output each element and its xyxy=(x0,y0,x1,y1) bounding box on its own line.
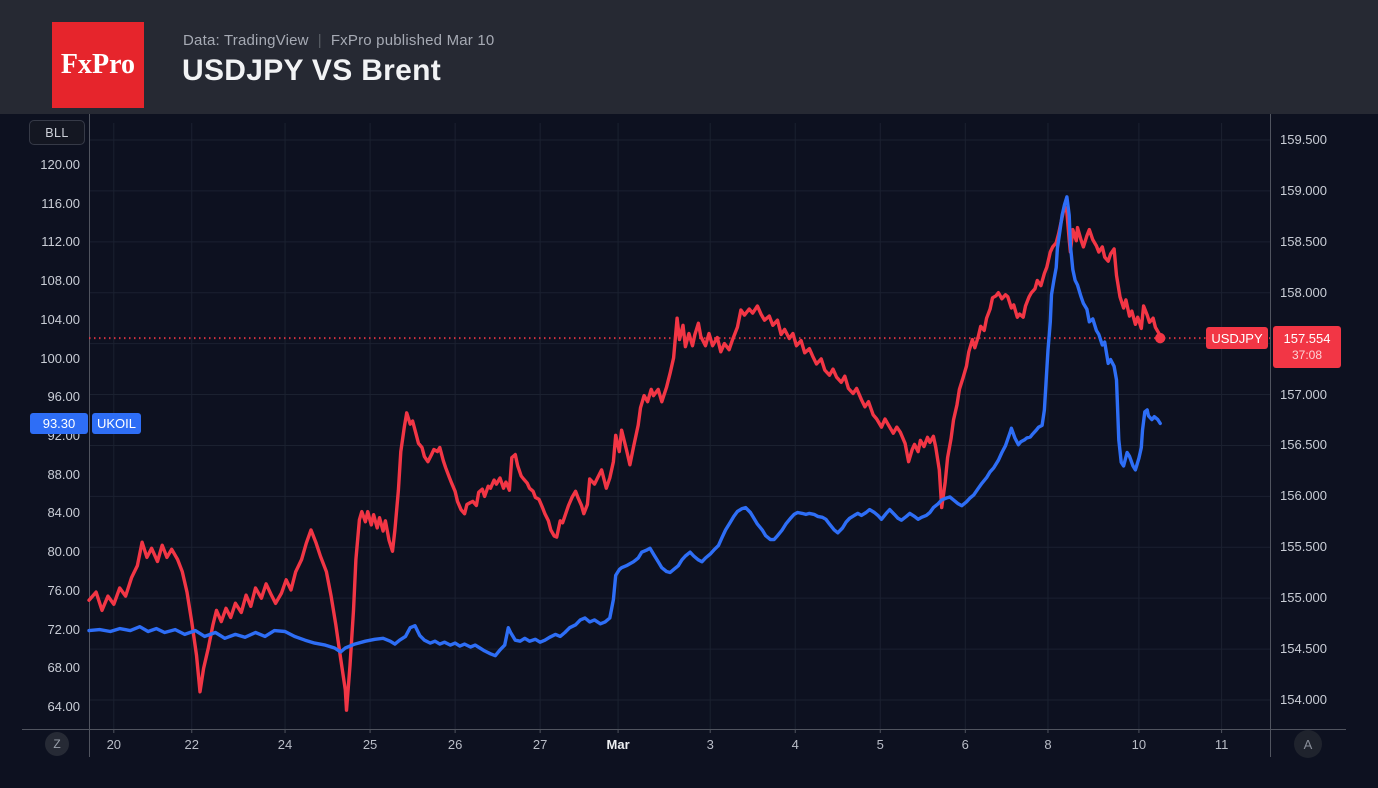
left-axis-tick-label: 80.00 xyxy=(47,544,80,560)
separator: | xyxy=(317,32,322,49)
time-axis-tick-label: 24 xyxy=(277,737,293,752)
fxpro-logo: FxPro xyxy=(52,22,144,108)
left-axis-unit-badge: BLL xyxy=(29,120,85,145)
right-axis-tick-label: 156.500 xyxy=(1280,437,1327,453)
left-axis-tick-label: 108.00 xyxy=(40,273,80,289)
time-axis-tick-label: 25 xyxy=(362,737,378,752)
right-axis-tick-label: 156.000 xyxy=(1280,488,1327,504)
time-axis-tick-label: 5 xyxy=(876,737,884,752)
usdjpy-last-point-dot xyxy=(1154,332,1166,344)
left-axis-tick-label: 96.00 xyxy=(47,389,80,405)
left-axis-tick-label: 84.00 xyxy=(47,505,80,521)
usdjpy-symbol-badge: USDJPY xyxy=(1206,327,1268,350)
left-axis-tick-label: 100.00 xyxy=(40,350,80,366)
time-axis-tick-label: Mar xyxy=(606,737,630,752)
left-axis-tick-label: 76.00 xyxy=(47,582,80,598)
time-axis-tick-label: 20 xyxy=(106,737,122,752)
left-axis-tick-label: 112.00 xyxy=(41,234,80,250)
right-axis-tick-label: 159.000 xyxy=(1280,182,1327,198)
usdjpy-series-line xyxy=(87,204,1162,712)
right-axis-tick-label: 157.000 xyxy=(1280,386,1327,402)
left-axis-tick-label: 64.00 xyxy=(47,699,80,715)
header: FxPro Data: TradingView | FxPro published … xyxy=(0,0,1378,114)
time-axis-tick-label: 26 xyxy=(447,737,463,752)
ukoil-price-badge: 93.30 xyxy=(30,412,88,434)
time-axis-tick-label: 8 xyxy=(1044,737,1052,752)
usdjpy-last-price: 157.554 xyxy=(1283,331,1331,347)
left-axis-tick-label: 72.00 xyxy=(47,621,80,637)
usdjpy-bar-countdown: 37:08 xyxy=(1291,348,1323,363)
right-axis-tick-label: 154.000 xyxy=(1280,691,1327,707)
left-axis-tick-label: 116.00 xyxy=(41,195,80,211)
time-axis-tick-label: 27 xyxy=(532,737,548,752)
usdjpy-price-badge: 157.554 37:08 xyxy=(1273,326,1341,369)
time-axis-tick-label: 3 xyxy=(706,737,714,752)
left-axis-tick-label: 68.00 xyxy=(47,660,80,676)
autoscale-button[interactable]: A xyxy=(1294,730,1322,758)
right-axis-tick-label: 154.500 xyxy=(1280,641,1327,657)
time-axis-tick-label: 4 xyxy=(791,737,799,752)
left-axis-tick-label: 88.00 xyxy=(47,466,80,482)
left-axis-tick-label: 104.00 xyxy=(40,311,80,327)
right-axis-tick-label: 155.500 xyxy=(1280,539,1327,555)
source-line: Data: TradingView | FxPro published Mar 10 xyxy=(183,32,494,49)
time-axis-tick-label: 22 xyxy=(184,737,199,752)
timezone-button[interactable]: Z xyxy=(45,732,69,756)
right-axis-tick-label: 158.500 xyxy=(1280,233,1327,249)
left-axis-tick-label: 120.00 xyxy=(40,157,80,172)
time-axis-tick-label: 10 xyxy=(1131,737,1147,752)
right-axis-tick-label: 159.500 xyxy=(1280,132,1327,147)
time-axis-tick-label: 11 xyxy=(1214,737,1229,752)
page-title: USDJPY VS Brent xyxy=(182,54,442,87)
ukoil-symbol-badge: UKOIL xyxy=(92,412,141,434)
data-source-text: Data: TradingView xyxy=(183,32,309,49)
right-axis-tick-label: 155.000 xyxy=(1280,590,1327,606)
published-text: FxPro published Mar 10 xyxy=(330,32,495,49)
fxpro-logo-text: FxPro xyxy=(60,49,136,80)
ukoil-series-line xyxy=(87,195,1162,658)
time-axis-tick-label: 6 xyxy=(961,737,969,752)
right-axis-tick-label: 158.000 xyxy=(1280,284,1327,300)
